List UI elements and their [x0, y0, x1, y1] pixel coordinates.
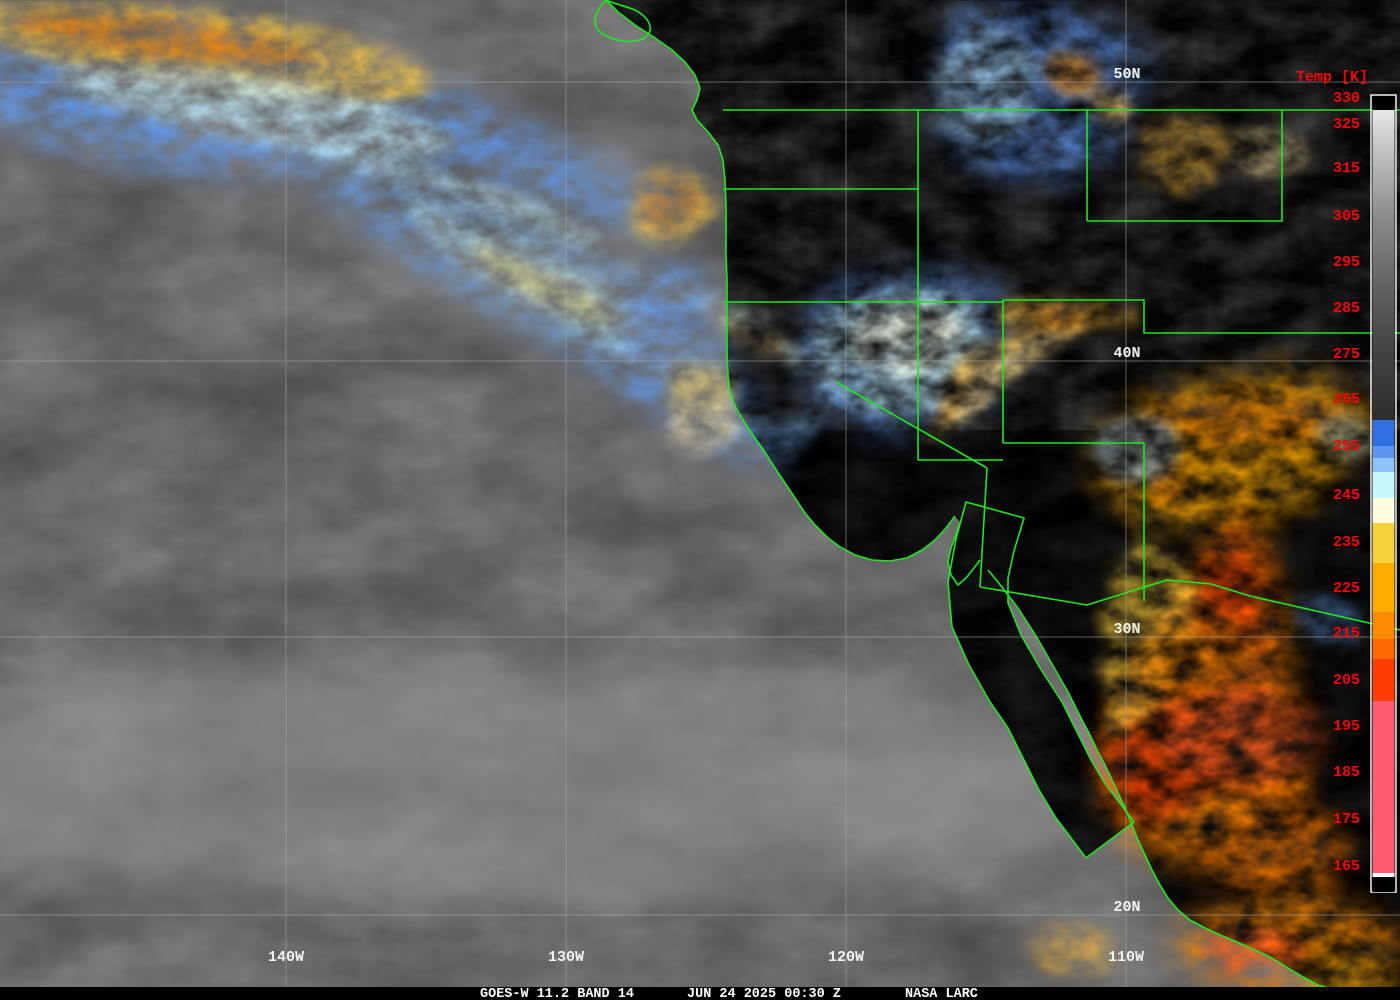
svg-text:295: 295 — [1333, 254, 1360, 271]
svg-text:255: 255 — [1333, 438, 1360, 455]
svg-text:130W: 130W — [548, 949, 584, 966]
svg-text:20N: 20N — [1113, 899, 1140, 916]
svg-text:120W: 120W — [828, 949, 864, 966]
svg-text:285: 285 — [1333, 300, 1360, 317]
svg-text:245: 245 — [1333, 487, 1360, 504]
svg-text:275: 275 — [1333, 346, 1360, 363]
svg-text:325: 325 — [1333, 116, 1360, 133]
svg-text:165: 165 — [1333, 858, 1360, 875]
svg-text:185: 185 — [1333, 764, 1360, 781]
svg-text:GOES-W 11.2 BAND 14: GOES-W 11.2 BAND 14 — [480, 987, 634, 1000]
svg-text:235: 235 — [1333, 534, 1360, 551]
svg-text:NASA LARC: NASA LARC — [905, 987, 978, 1000]
svg-text:315: 315 — [1333, 160, 1360, 177]
svg-text:305: 305 — [1333, 208, 1360, 225]
svg-text:195: 195 — [1333, 718, 1360, 735]
svg-text:265: 265 — [1333, 391, 1360, 408]
svg-text:175: 175 — [1333, 811, 1360, 828]
svg-text:Temp [K]: Temp [K] — [1296, 69, 1368, 86]
svg-text:225: 225 — [1333, 580, 1360, 597]
svg-text:110W: 110W — [1108, 949, 1144, 966]
svg-text:205: 205 — [1333, 672, 1360, 689]
svg-text:50N: 50N — [1113, 66, 1140, 83]
svg-text:40N: 40N — [1113, 345, 1140, 362]
svg-text:30N: 30N — [1113, 621, 1140, 638]
svg-text:140W: 140W — [268, 949, 304, 966]
svg-text:JUN 24 2025 00:30 Z: JUN 24 2025 00:30 Z — [687, 987, 841, 1000]
svg-text:330: 330 — [1333, 90, 1360, 107]
svg-text:215: 215 — [1333, 625, 1360, 642]
